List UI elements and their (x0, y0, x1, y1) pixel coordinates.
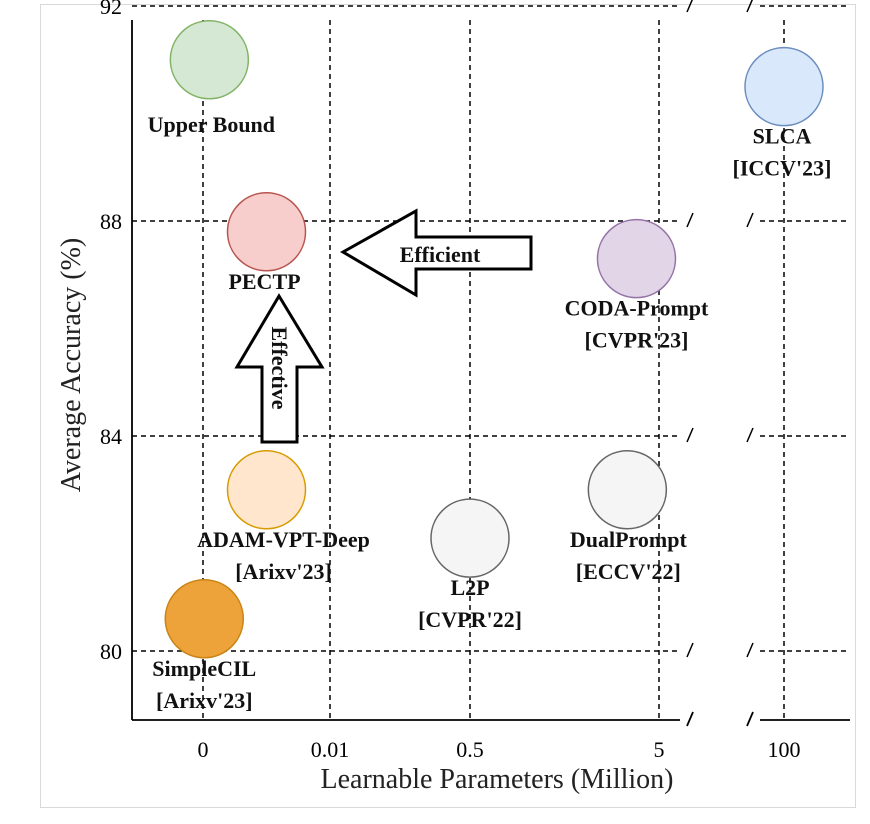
axis-break-mark (746, 212, 754, 228)
point-label: CODA-Prompt (565, 296, 709, 321)
point-label: SimpleCIL (152, 656, 256, 681)
point-label: L2P (450, 575, 489, 600)
x-tick-label: 0 (198, 737, 209, 762)
axis-break-mark (686, 0, 693, 13)
data-point (596, 218, 677, 299)
point-label: [Arixv'23] (156, 688, 253, 713)
axis-break-mark (746, 427, 754, 443)
axis-break-mark (686, 642, 694, 658)
data-point (226, 450, 307, 530)
point-label: Upper Bound (148, 112, 275, 137)
y-tick-label: 92 (100, 0, 122, 19)
data-point (587, 450, 668, 530)
data-point (430, 498, 510, 578)
y-tick-label: 80 (100, 639, 122, 664)
axis-break-mark (746, 711, 754, 727)
axis-break-mark (746, 642, 754, 658)
data-point (226, 192, 307, 272)
point-label: SLCA (753, 124, 812, 149)
y-tick-label: 84 (100, 424, 122, 449)
data-point (169, 20, 250, 100)
x-tick-label: 100 (768, 737, 801, 762)
axis-break-mark (686, 711, 694, 727)
y-tick-label: 88 (100, 209, 122, 234)
efficient-label: Efficient (400, 242, 481, 267)
point-label: [Arixv'23] (235, 559, 332, 584)
point-label: [CVPR'23] (585, 328, 689, 353)
effective-arrow: Effective (234, 293, 325, 444)
tick-labels: 80 84 88 92 0 0.01 0.5 5 100 (100, 0, 801, 762)
x-tick-label: 5 (654, 737, 665, 762)
point-label: PECTP (228, 269, 300, 294)
point-label: DualPrompt (570, 527, 688, 552)
y-axis-title: Average Accuracy (%) (56, 238, 87, 492)
effective-label: Effective (267, 326, 292, 409)
point-label: [ECCV'22] (576, 559, 681, 584)
x-axis-title: Learnable Parameters (Million) (321, 764, 674, 795)
point-label: ADAM-VPT-Deep (197, 527, 370, 552)
data-points: Upper Bound SLCA [ICCV'23] PECTP CODA-Prompt… (148, 20, 832, 713)
chart-frame (40, 4, 856, 808)
x-tick-label: 0.01 (311, 737, 350, 762)
efficient-arrow: Efficient (339, 208, 533, 298)
axis-break-mark (746, 0, 753, 13)
data-point (744, 46, 824, 127)
axis-break-mark (686, 212, 694, 228)
axes (131, 20, 850, 727)
point-label: [ICCV'23] (733, 156, 832, 181)
data-point (164, 579, 245, 659)
point-label: [CVPR'22] (418, 607, 522, 632)
axis-break-mark (686, 427, 694, 443)
x-tick-label: 0.5 (456, 737, 484, 762)
